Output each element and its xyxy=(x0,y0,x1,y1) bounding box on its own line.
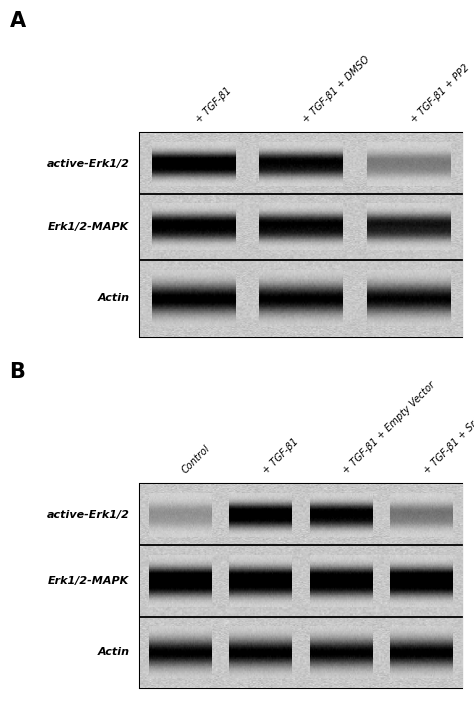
Text: Actin: Actin xyxy=(97,647,129,657)
Text: + TGF-β1 + DMSO: + TGF-β1 + DMSO xyxy=(301,54,372,125)
Text: A: A xyxy=(9,11,26,30)
Text: + TGF-β1 + Src-KD: + TGF-β1 + Src-KD xyxy=(422,402,474,476)
Text: Actin: Actin xyxy=(97,293,129,303)
Text: + TGF-β1 + Empty Vector: + TGF-β1 + Empty Vector xyxy=(341,379,438,476)
Text: Control: Control xyxy=(180,444,212,476)
Text: Erk1/2-MAPK: Erk1/2-MAPK xyxy=(48,576,129,586)
Bar xyxy=(140,133,462,337)
Text: + TGF-β1 + PP2: + TGF-β1 + PP2 xyxy=(409,62,471,125)
Text: + TGF-β1: + TGF-β1 xyxy=(261,436,300,476)
Text: active-Erk1/2: active-Erk1/2 xyxy=(46,159,129,169)
Bar xyxy=(140,484,462,688)
Text: + TGF-β1: + TGF-β1 xyxy=(193,85,233,125)
Text: active-Erk1/2: active-Erk1/2 xyxy=(46,510,129,520)
Text: Erk1/2-MAPK: Erk1/2-MAPK xyxy=(48,222,129,232)
Text: B: B xyxy=(9,362,25,381)
